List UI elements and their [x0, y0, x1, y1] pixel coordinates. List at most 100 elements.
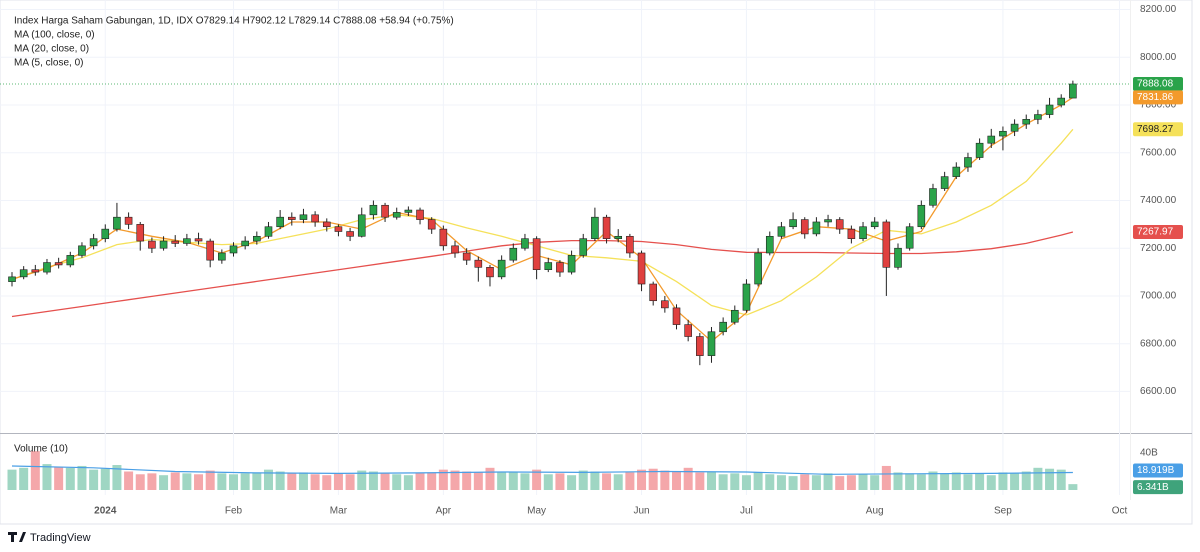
volume-bar	[252, 472, 262, 490]
candle-body	[497, 259, 506, 278]
volume-bar	[322, 475, 332, 490]
volume-bar	[240, 473, 250, 490]
candle-body	[486, 267, 494, 278]
volume-bar	[870, 475, 880, 490]
volume-bar	[508, 472, 518, 490]
candle-body	[264, 226, 273, 237]
candle-body	[101, 228, 110, 239]
candle-body	[462, 252, 471, 261]
candle-body	[591, 216, 599, 239]
ma-line	[11, 96, 1074, 343]
volume-bar	[1056, 469, 1066, 490]
candle-body	[987, 135, 996, 144]
candle-body	[89, 238, 98, 247]
volume-bar	[380, 473, 390, 490]
volume-bar	[263, 469, 273, 490]
volume-bar	[54, 466, 64, 490]
volume-bar	[333, 473, 343, 490]
candle-body	[299, 214, 308, 220]
y-tick-label: 7600.00	[1140, 147, 1177, 158]
volume-bar	[672, 471, 682, 490]
volume-bar	[217, 473, 227, 490]
footer-brand: TradingView	[30, 532, 91, 544]
candle-body	[439, 228, 448, 247]
candle-body	[427, 219, 436, 230]
volume-bar	[275, 471, 285, 490]
ma-last-label: 7698.27	[1137, 124, 1174, 135]
candle-body	[696, 336, 704, 356]
candle-body	[1045, 104, 1054, 115]
volume-bar	[590, 471, 600, 490]
candle-body	[218, 252, 226, 261]
volume-bar	[1068, 484, 1078, 490]
volume-bar	[613, 474, 623, 490]
candle-body	[346, 231, 354, 237]
volume-bar	[462, 471, 472, 490]
ma-last-label-box	[1133, 224, 1183, 239]
volume-bar	[520, 473, 530, 490]
volume-bar	[182, 473, 192, 490]
ma-last-label-box	[1133, 122, 1183, 137]
volume-bar	[543, 474, 553, 490]
volume-bar	[298, 472, 308, 490]
volume-bar	[30, 451, 40, 490]
ma-last-label: 7267.97	[1137, 227, 1174, 238]
candle-body	[614, 235, 623, 239]
candle-body	[241, 240, 249, 247]
ma-last-label-box	[1133, 90, 1183, 105]
volume-bar	[578, 470, 588, 490]
volume-bar	[741, 475, 751, 490]
candle-body	[31, 269, 40, 273]
candle-body	[532, 238, 541, 271]
candle-body	[381, 204, 389, 218]
volume-bar	[1010, 473, 1020, 490]
x-tick-label: Jun	[633, 506, 649, 517]
ma-line	[11, 231, 1074, 318]
candle-body	[812, 221, 821, 235]
candle-body	[334, 226, 343, 232]
volume-bar	[392, 474, 402, 490]
volume-bar	[124, 471, 134, 490]
candle-body	[672, 307, 681, 325]
candle-body	[1010, 123, 1019, 132]
candle-body	[917, 204, 926, 228]
candle-body	[521, 238, 529, 249]
candle-body	[894, 247, 902, 268]
volume-bar	[368, 471, 378, 490]
candle-body	[171, 240, 180, 244]
candle-body	[416, 209, 424, 220]
volume-bar	[788, 476, 798, 490]
candle-body	[789, 219, 797, 228]
legend-entry: MA (5, close, 0)	[14, 58, 83, 69]
volume-bar	[135, 474, 145, 490]
candle-body	[474, 259, 483, 268]
volume-bar	[637, 469, 647, 490]
y-tick-label: 7400.00	[1140, 195, 1177, 206]
candle-body	[602, 216, 611, 239]
volume-bar	[415, 473, 425, 490]
volume-bar	[357, 470, 367, 490]
volume-bar	[205, 470, 215, 490]
y-tick-label: 7800.00	[1140, 100, 1177, 111]
ma-last-label: 7831.86	[1137, 92, 1174, 103]
volume-bar	[986, 475, 996, 490]
volume-last-label: 6.341B	[1137, 482, 1169, 493]
volume-bar	[1045, 468, 1055, 490]
candle-body	[777, 226, 786, 237]
y-tick-label: 8000.00	[1140, 52, 1177, 63]
candle-body	[556, 262, 564, 273]
chart-legend-title: Index Harga Saham Gabungan, 1D, IDX O782…	[14, 16, 454, 27]
legend-entry: MA (20, close, 0)	[14, 44, 89, 55]
candle-body	[707, 331, 716, 356]
volume-bar	[485, 467, 495, 490]
candle-body	[451, 245, 459, 254]
x-tick-label: Feb	[225, 506, 243, 517]
volume-bar	[893, 472, 903, 490]
volume-bar	[287, 473, 297, 490]
volume-bar	[811, 475, 821, 490]
candle-body	[637, 252, 646, 285]
x-tick-label: Apr	[436, 506, 452, 517]
volume-bar	[718, 474, 728, 490]
candle-body	[882, 221, 891, 268]
volume-bar	[998, 472, 1008, 490]
